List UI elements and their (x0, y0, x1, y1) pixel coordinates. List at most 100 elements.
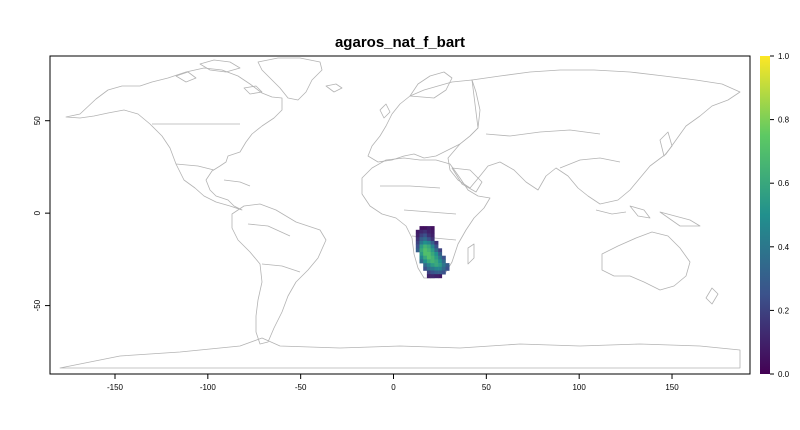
raster-cell (426, 233, 431, 238)
country-boundaries (59, 57, 741, 369)
raster-cell (441, 270, 446, 275)
raster-cell (419, 248, 424, 253)
raster-cell (434, 252, 439, 256)
raster-cell (434, 270, 439, 275)
raster-cell (445, 266, 450, 271)
raster-cell (423, 266, 428, 271)
raster-cell (426, 226, 431, 231)
raster-cell (419, 233, 424, 238)
raster-cell (423, 263, 428, 268)
raster-cell (438, 248, 443, 253)
raster-cell (419, 229, 424, 234)
raster-cell (426, 244, 431, 249)
x-tick-label: -50 (295, 383, 307, 392)
raster-cell (430, 229, 435, 234)
raster-cell (438, 263, 443, 268)
raster-cell (438, 252, 443, 256)
raster-cell (430, 237, 435, 242)
colorbar-tick-label: 0.8 (778, 116, 790, 125)
raster-cell (423, 233, 428, 238)
raster-cell (445, 263, 450, 268)
raster-cell (430, 240, 435, 245)
raster-cell (415, 237, 420, 242)
raster-cell (430, 226, 435, 231)
raster-cell (438, 274, 443, 279)
raster-cell (426, 266, 431, 271)
raster-cell (434, 274, 439, 279)
raster-cell (430, 244, 435, 249)
raster-cell (426, 259, 431, 264)
raster-cell (426, 274, 431, 279)
raster-cell (423, 252, 428, 256)
raster-cell (419, 255, 424, 260)
colorbar-tick-label: 0.6 (778, 179, 790, 188)
raster-cell (438, 255, 443, 260)
raster-cell (430, 266, 435, 271)
raster-cell (415, 229, 420, 234)
raster-cell (423, 255, 428, 260)
y-tick-label: 0 (33, 210, 42, 215)
colorbar-gradient (760, 56, 770, 374)
raster-cell (438, 270, 443, 275)
raster-cell (426, 248, 431, 253)
plot-frame (49, 55, 751, 375)
raster-cell (434, 248, 439, 253)
raster-cell (434, 266, 439, 271)
raster-cell (419, 240, 424, 245)
raster-cell (415, 244, 420, 249)
x-tick-label: 150 (665, 383, 679, 392)
raster-cell (423, 244, 428, 249)
raster-cell (419, 244, 424, 249)
x-tick-label: -150 (107, 383, 124, 392)
raster-cell (430, 274, 435, 279)
raster-cell (438, 259, 443, 264)
x-tick-label: 0 (391, 383, 396, 392)
raster-cell (430, 252, 435, 256)
raster-cell (426, 255, 431, 260)
raster-cell (419, 252, 424, 256)
x-axis: -150 -100 -50 0 50 100 150 (107, 374, 679, 392)
raster-cell (430, 259, 435, 264)
raster-cell (430, 248, 435, 253)
raster-cell (423, 237, 428, 242)
raster-cell (419, 259, 424, 264)
raster-cell (426, 237, 431, 242)
raster-layer (415, 226, 450, 279)
raster-cell (441, 263, 446, 268)
raster-cell (441, 259, 446, 264)
raster-cell (434, 259, 439, 264)
raster-cell (441, 266, 446, 271)
raster-cell (415, 240, 420, 245)
colorbar-tick-label: 0.2 (778, 306, 790, 315)
raster-cell (430, 270, 435, 275)
colorbar: 0.0 0.2 0.4 0.6 0.8 1.0 (760, 52, 790, 379)
raster-cell (434, 244, 439, 249)
raster-cell (415, 233, 420, 238)
raster-cell (426, 240, 431, 245)
raster-cell (423, 259, 428, 264)
raster-cell (423, 226, 428, 231)
x-tick-label: 50 (482, 383, 491, 392)
raster-cell (415, 248, 420, 253)
raster-cell (430, 263, 435, 268)
raster-cell (419, 237, 424, 242)
y-tick-label: 50 (33, 116, 42, 125)
colorbar-tick-label: 1.0 (778, 52, 790, 61)
x-tick-label: -100 (200, 383, 217, 392)
raster-cell (441, 255, 446, 260)
raster-cell (426, 252, 431, 256)
raster-cell (434, 263, 439, 268)
raster-cell (430, 233, 435, 238)
raster-cell (423, 248, 428, 253)
raster-cell (423, 229, 428, 234)
colorbar-tick-label: 0.0 (778, 370, 790, 379)
raster-cell (419, 226, 424, 231)
raster-cell (434, 240, 439, 245)
raster-cell (426, 270, 431, 275)
raster-cell (423, 240, 428, 245)
raster-cell (430, 255, 435, 260)
plot-area: -150 -100 -50 0 50 100 150 -50 0 50 (33, 55, 751, 392)
raster-cell (426, 229, 431, 234)
x-tick-label: 100 (572, 383, 586, 392)
